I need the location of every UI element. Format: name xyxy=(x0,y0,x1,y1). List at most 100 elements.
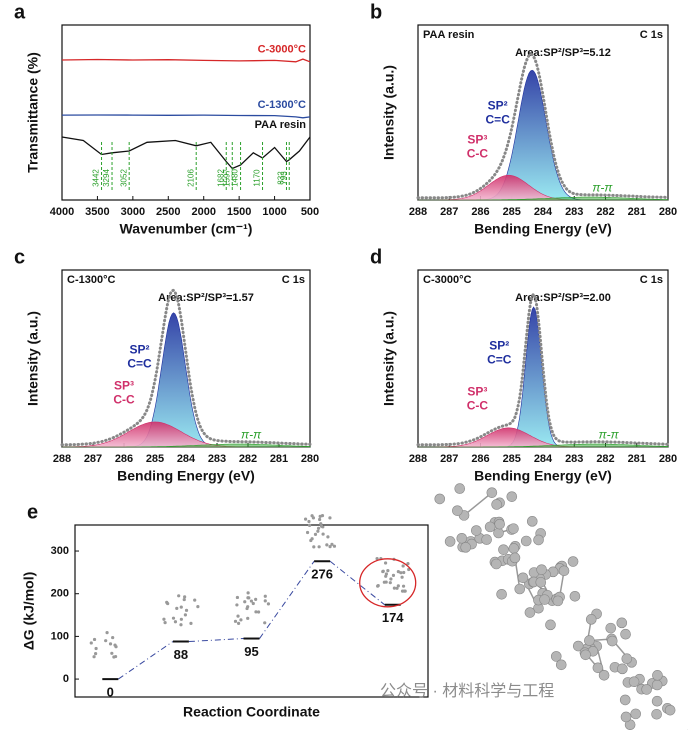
atom xyxy=(496,589,507,600)
atom xyxy=(651,679,663,691)
molecule-atom xyxy=(112,655,116,659)
highlight-circle xyxy=(359,558,417,608)
atom xyxy=(493,527,504,539)
molecule-atom xyxy=(182,597,186,602)
molecule-atom xyxy=(305,530,310,535)
x-axis-label: Reaction Coordinate xyxy=(183,704,320,720)
x-tick-label: 1500 xyxy=(227,206,251,218)
atom xyxy=(506,491,518,502)
molecule-atom xyxy=(94,652,98,656)
peak-label: 1597 xyxy=(222,169,231,187)
atom xyxy=(628,676,640,688)
peak-label: 1170 xyxy=(253,169,262,187)
molecule-atom xyxy=(163,621,167,625)
panel-label: c xyxy=(14,246,25,268)
molecule-atom xyxy=(236,621,241,625)
molecule-atom xyxy=(114,645,118,649)
peak-label: 2106 xyxy=(186,169,195,187)
x-tick-label: 282 xyxy=(596,453,614,465)
area-ratio: Area:SP²/SP³=2.00 xyxy=(515,292,611,304)
y-axis-label: Transmittance (%) xyxy=(25,52,41,173)
molecule-atom xyxy=(266,602,271,606)
x-axis-label: Bending Energy (eV) xyxy=(474,221,612,237)
molecule-atom xyxy=(89,641,93,645)
molecule-atom xyxy=(326,535,330,539)
x-tick-label: 288 xyxy=(53,453,71,465)
atom xyxy=(460,542,471,553)
atom xyxy=(526,516,538,527)
atom xyxy=(621,653,633,664)
x-tick-label: 285 xyxy=(503,453,521,465)
molecule-atom xyxy=(383,561,388,565)
peak-label: C=C xyxy=(487,352,512,366)
molecule-atom xyxy=(166,601,170,606)
peak-area xyxy=(62,312,310,448)
molecule-atom xyxy=(243,600,247,604)
molecule-atom xyxy=(321,532,325,536)
x-tick-label: 2000 xyxy=(191,206,215,218)
x-tick-label: 281 xyxy=(628,453,646,465)
peak-label: π-π xyxy=(599,427,620,441)
atom xyxy=(619,694,631,706)
molecule-atom xyxy=(108,642,113,646)
x-tick-label: 283 xyxy=(208,453,226,465)
atom xyxy=(508,523,519,534)
molecule-atom xyxy=(307,519,311,524)
molecule-atom xyxy=(332,544,337,548)
molecule-atom xyxy=(328,516,332,520)
envelope xyxy=(60,288,312,447)
molecule-atom xyxy=(92,655,96,659)
atom xyxy=(486,487,498,498)
peak-label: C-C xyxy=(467,146,489,160)
atom xyxy=(517,572,529,584)
atom xyxy=(606,635,618,647)
peak-area xyxy=(418,196,669,201)
atom xyxy=(569,590,581,602)
atom xyxy=(471,525,482,536)
atom xyxy=(585,614,597,625)
x-tick-label: 280 xyxy=(301,453,319,465)
peak-label: SP² xyxy=(129,343,149,357)
peak-label: C-C xyxy=(113,393,135,407)
energy-label: 276 xyxy=(311,567,333,582)
atom xyxy=(454,483,466,494)
molecule-atom xyxy=(183,613,187,617)
y-axis-label: Intensity (a.u.) xyxy=(381,65,397,160)
atom xyxy=(652,670,663,681)
peak-label: 1480 xyxy=(231,169,240,187)
molecule-atom xyxy=(179,605,183,609)
x-tick-label: 3000 xyxy=(121,206,145,218)
molecule-atom xyxy=(254,597,258,601)
molecule-atom xyxy=(376,584,380,588)
molecule-atom xyxy=(313,532,318,537)
atom xyxy=(617,663,628,675)
molecule-atom xyxy=(325,543,329,547)
peak-label: π-π xyxy=(241,427,262,441)
molecule-atom xyxy=(171,616,176,620)
x-tick-label: 286 xyxy=(471,206,489,218)
molecule-atom xyxy=(375,557,379,561)
peak-label: 793 xyxy=(279,171,288,185)
atom xyxy=(536,564,547,575)
peak-label: SP³ xyxy=(114,379,134,393)
atom xyxy=(491,499,502,510)
x-tick-label: 283 xyxy=(565,206,583,218)
molecule-atom xyxy=(249,599,253,603)
bond xyxy=(463,492,493,516)
area-ratio: Area:SP²/SP³=5.12 xyxy=(515,47,611,59)
atom xyxy=(620,711,632,723)
x-tick-label: 285 xyxy=(146,453,164,465)
molecule-atom xyxy=(111,635,115,640)
atom xyxy=(567,556,579,567)
panel-label: d xyxy=(370,246,382,268)
molecule-atom xyxy=(406,561,410,566)
molecule-atom xyxy=(319,522,323,526)
molecule-atom xyxy=(196,605,200,609)
molecule-atom xyxy=(395,586,399,590)
molecule-atom xyxy=(392,586,396,590)
x-tick-label: 284 xyxy=(177,453,196,465)
molecule-atom xyxy=(239,618,243,622)
molecule-atom xyxy=(307,523,312,527)
x-tick-label: 281 xyxy=(628,206,646,218)
peak-label: SP² xyxy=(488,99,508,113)
